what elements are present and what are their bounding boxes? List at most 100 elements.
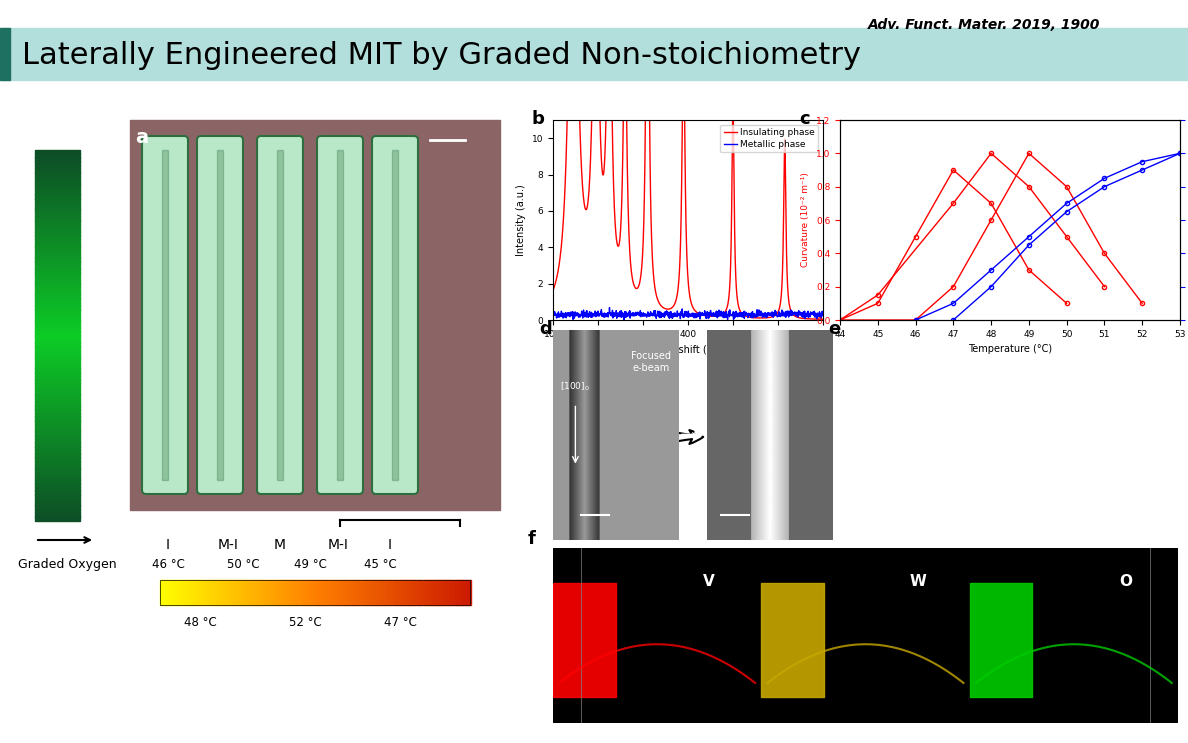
Text: V: V — [703, 574, 715, 589]
Bar — [34, 427, 80, 432]
Bar — [361, 580, 364, 605]
Bar — [34, 279, 80, 284]
Bar — [34, 198, 80, 202]
Bar — [304, 580, 307, 605]
Bar — [34, 302, 80, 306]
Bar — [430, 580, 431, 605]
Bar — [273, 580, 276, 605]
Y-axis label: Curvature (10⁻² m⁻¹): Curvature (10⁻² m⁻¹) — [802, 172, 810, 267]
Text: (211)(200): (211)(200) — [1026, 374, 1075, 383]
Bar — [166, 580, 169, 605]
Bar — [359, 580, 360, 605]
Bar — [209, 580, 211, 605]
Bar — [216, 580, 217, 605]
Bar — [415, 580, 416, 605]
Bar — [181, 580, 182, 605]
Bar — [450, 580, 451, 605]
Bar — [315, 580, 317, 605]
Bar — [34, 498, 80, 502]
Bar — [457, 580, 460, 605]
Bar — [34, 446, 80, 450]
Bar — [234, 580, 236, 605]
Bar — [292, 580, 293, 605]
Bar — [34, 161, 80, 165]
Bar — [316, 580, 318, 605]
Bar — [341, 580, 343, 605]
Text: f: f — [527, 531, 536, 548]
Bar — [368, 580, 369, 605]
Bar — [324, 580, 327, 605]
Bar — [422, 580, 424, 605]
X-axis label: Raman shift (cm⁻¹): Raman shift (cm⁻¹) — [642, 344, 734, 354]
Bar — [426, 580, 429, 605]
Bar — [410, 580, 411, 605]
Bar — [343, 580, 345, 605]
Bar — [34, 424, 80, 428]
Text: I: I — [166, 538, 170, 552]
Bar — [318, 580, 320, 605]
Bar — [257, 580, 258, 605]
Bar — [34, 346, 80, 350]
Bar — [453, 580, 455, 605]
Bar — [416, 580, 418, 605]
Bar — [375, 580, 378, 605]
Text: I: I — [388, 538, 392, 552]
Bar — [289, 580, 291, 605]
Bar — [34, 272, 80, 276]
Bar — [0, 28, 10, 80]
Bar — [34, 505, 80, 510]
Bar — [421, 580, 423, 605]
Bar — [34, 490, 80, 495]
Bar — [405, 580, 407, 605]
FancyBboxPatch shape — [197, 136, 244, 494]
Bar — [259, 580, 261, 605]
Bar — [366, 580, 368, 605]
Bar — [435, 580, 436, 605]
Text: 47 °C: 47 °C — [384, 617, 417, 629]
Text: Graded Oxygen: Graded Oxygen — [18, 558, 116, 571]
Bar — [34, 391, 80, 395]
Text: $[100]_0$: $[100]_0$ — [561, 380, 590, 393]
Bar — [202, 580, 204, 605]
Bar — [34, 187, 80, 191]
Text: 45 °C: 45 °C — [364, 559, 397, 571]
Bar — [34, 416, 80, 421]
Y-axis label: Intensity (a.u.): Intensity (a.u.) — [517, 184, 526, 256]
Bar — [34, 476, 80, 480]
Bar — [176, 580, 177, 605]
Text: b: b — [531, 110, 544, 128]
Text: 39: 39 — [1152, 711, 1170, 725]
Bar — [350, 580, 353, 605]
Bar — [34, 343, 80, 346]
Bar — [365, 580, 367, 605]
Bar — [34, 387, 80, 391]
Bar — [160, 580, 162, 605]
Bar — [348, 580, 349, 605]
Text: O: O — [1119, 574, 1132, 589]
Bar — [34, 202, 80, 206]
Bar — [467, 580, 469, 605]
Bar — [461, 580, 463, 605]
Bar — [178, 580, 181, 605]
Bar — [244, 580, 246, 605]
Bar — [346, 580, 348, 605]
Bar — [34, 268, 80, 273]
Text: e: e — [828, 319, 841, 337]
Bar — [183, 580, 185, 605]
Bar — [305, 580, 308, 605]
Bar — [34, 494, 80, 499]
Bar — [290, 580, 292, 605]
FancyBboxPatch shape — [317, 136, 364, 494]
Bar — [295, 580, 297, 605]
Bar — [308, 580, 309, 605]
Bar — [274, 580, 277, 605]
Bar — [345, 580, 347, 605]
Bar — [277, 150, 283, 480]
Bar — [400, 580, 403, 605]
Bar — [462, 580, 465, 605]
Bar — [381, 580, 384, 605]
Bar — [352, 580, 354, 605]
Bar — [245, 580, 247, 605]
Bar — [387, 580, 390, 605]
Bar — [386, 580, 388, 605]
